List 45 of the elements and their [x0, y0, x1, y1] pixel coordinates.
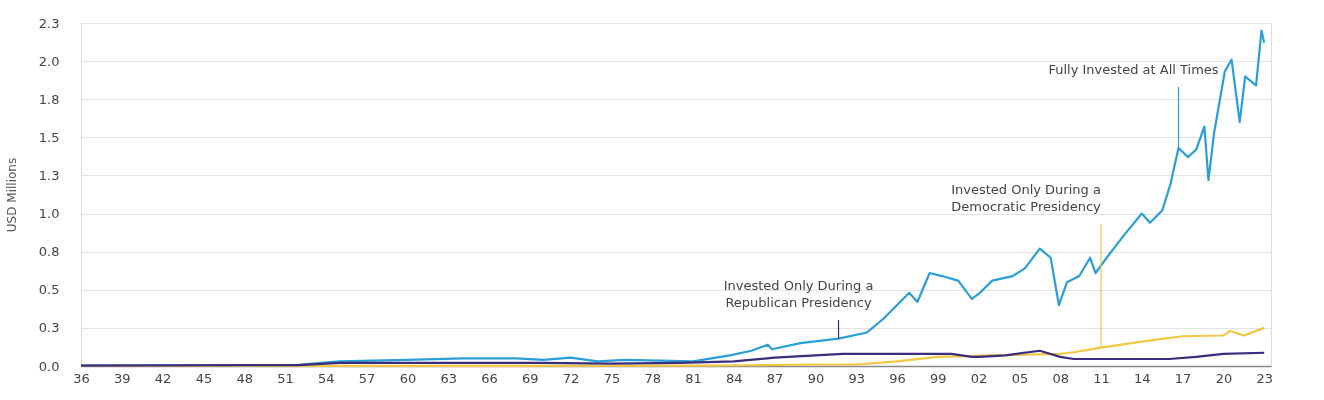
- y-axis-title: USD Millions: [4, 157, 19, 233]
- x-tick-label: 51: [277, 370, 294, 386]
- x-tick-label: 99: [930, 370, 947, 386]
- y-tick-label: 2.0: [38, 53, 60, 69]
- x-tick-label: 48: [236, 370, 253, 386]
- y-tick-label: 0.8: [38, 244, 60, 260]
- y-tick-label: 1.5: [38, 129, 60, 145]
- x-tick-label: 78: [644, 370, 661, 386]
- x-tick-label: 75: [603, 370, 621, 386]
- line-series: [79, 349, 1266, 367]
- x-tick-label: 90: [807, 370, 825, 386]
- x-tick-label: 39: [114, 370, 131, 386]
- x-tick-label: 54: [318, 370, 335, 386]
- x-tick-label: 20: [1215, 370, 1233, 386]
- annotation: Invested Only During a Democratic Presidency: [951, 182, 1102, 214]
- annotation: Invested Only During a Republican Presidency: [723, 278, 874, 310]
- x-tick-label: 72: [562, 370, 580, 386]
- y-tick-label: 0.0: [38, 358, 60, 374]
- x-tick-label: 45: [195, 370, 213, 386]
- x-tick-label: 81: [685, 370, 702, 386]
- y-tick-label: 1.8: [38, 91, 60, 107]
- y-tick-label: 0.5: [38, 282, 60, 298]
- x-tick-label: 57: [358, 370, 376, 386]
- x-tick-label: 36: [73, 370, 90, 386]
- y-tick-label: 1.3: [38, 167, 60, 183]
- x-tick-label: 17: [1174, 370, 1192, 386]
- x-tick-label: 08: [1052, 370, 1069, 386]
- x-tick-label: 69: [522, 370, 539, 386]
- x-tick-label: 11: [1093, 370, 1110, 386]
- x-tick-label: 96: [889, 370, 906, 386]
- annotation: Fully Invested at All Times: [1048, 62, 1219, 77]
- x-tick-label: 93: [848, 370, 865, 386]
- y-tick-label: 0.3: [38, 320, 60, 336]
- x-tick-label: 23: [1256, 370, 1273, 386]
- y-tick-label: 1.0: [38, 206, 60, 222]
- x-tick-label: 66: [481, 370, 498, 386]
- x-tick-label: 05: [1011, 370, 1029, 386]
- x-tick-label: 02: [970, 370, 988, 386]
- x-tick-label: 42: [154, 370, 172, 386]
- x-tick-label: 14: [1134, 370, 1151, 386]
- x-tick-label: 87: [766, 370, 784, 386]
- x-tick-label: 60: [399, 370, 417, 386]
- x-tick-label: 84: [726, 370, 743, 386]
- x-tick-label: 63: [440, 370, 457, 386]
- y-tick-label: 2.3: [38, 15, 60, 31]
